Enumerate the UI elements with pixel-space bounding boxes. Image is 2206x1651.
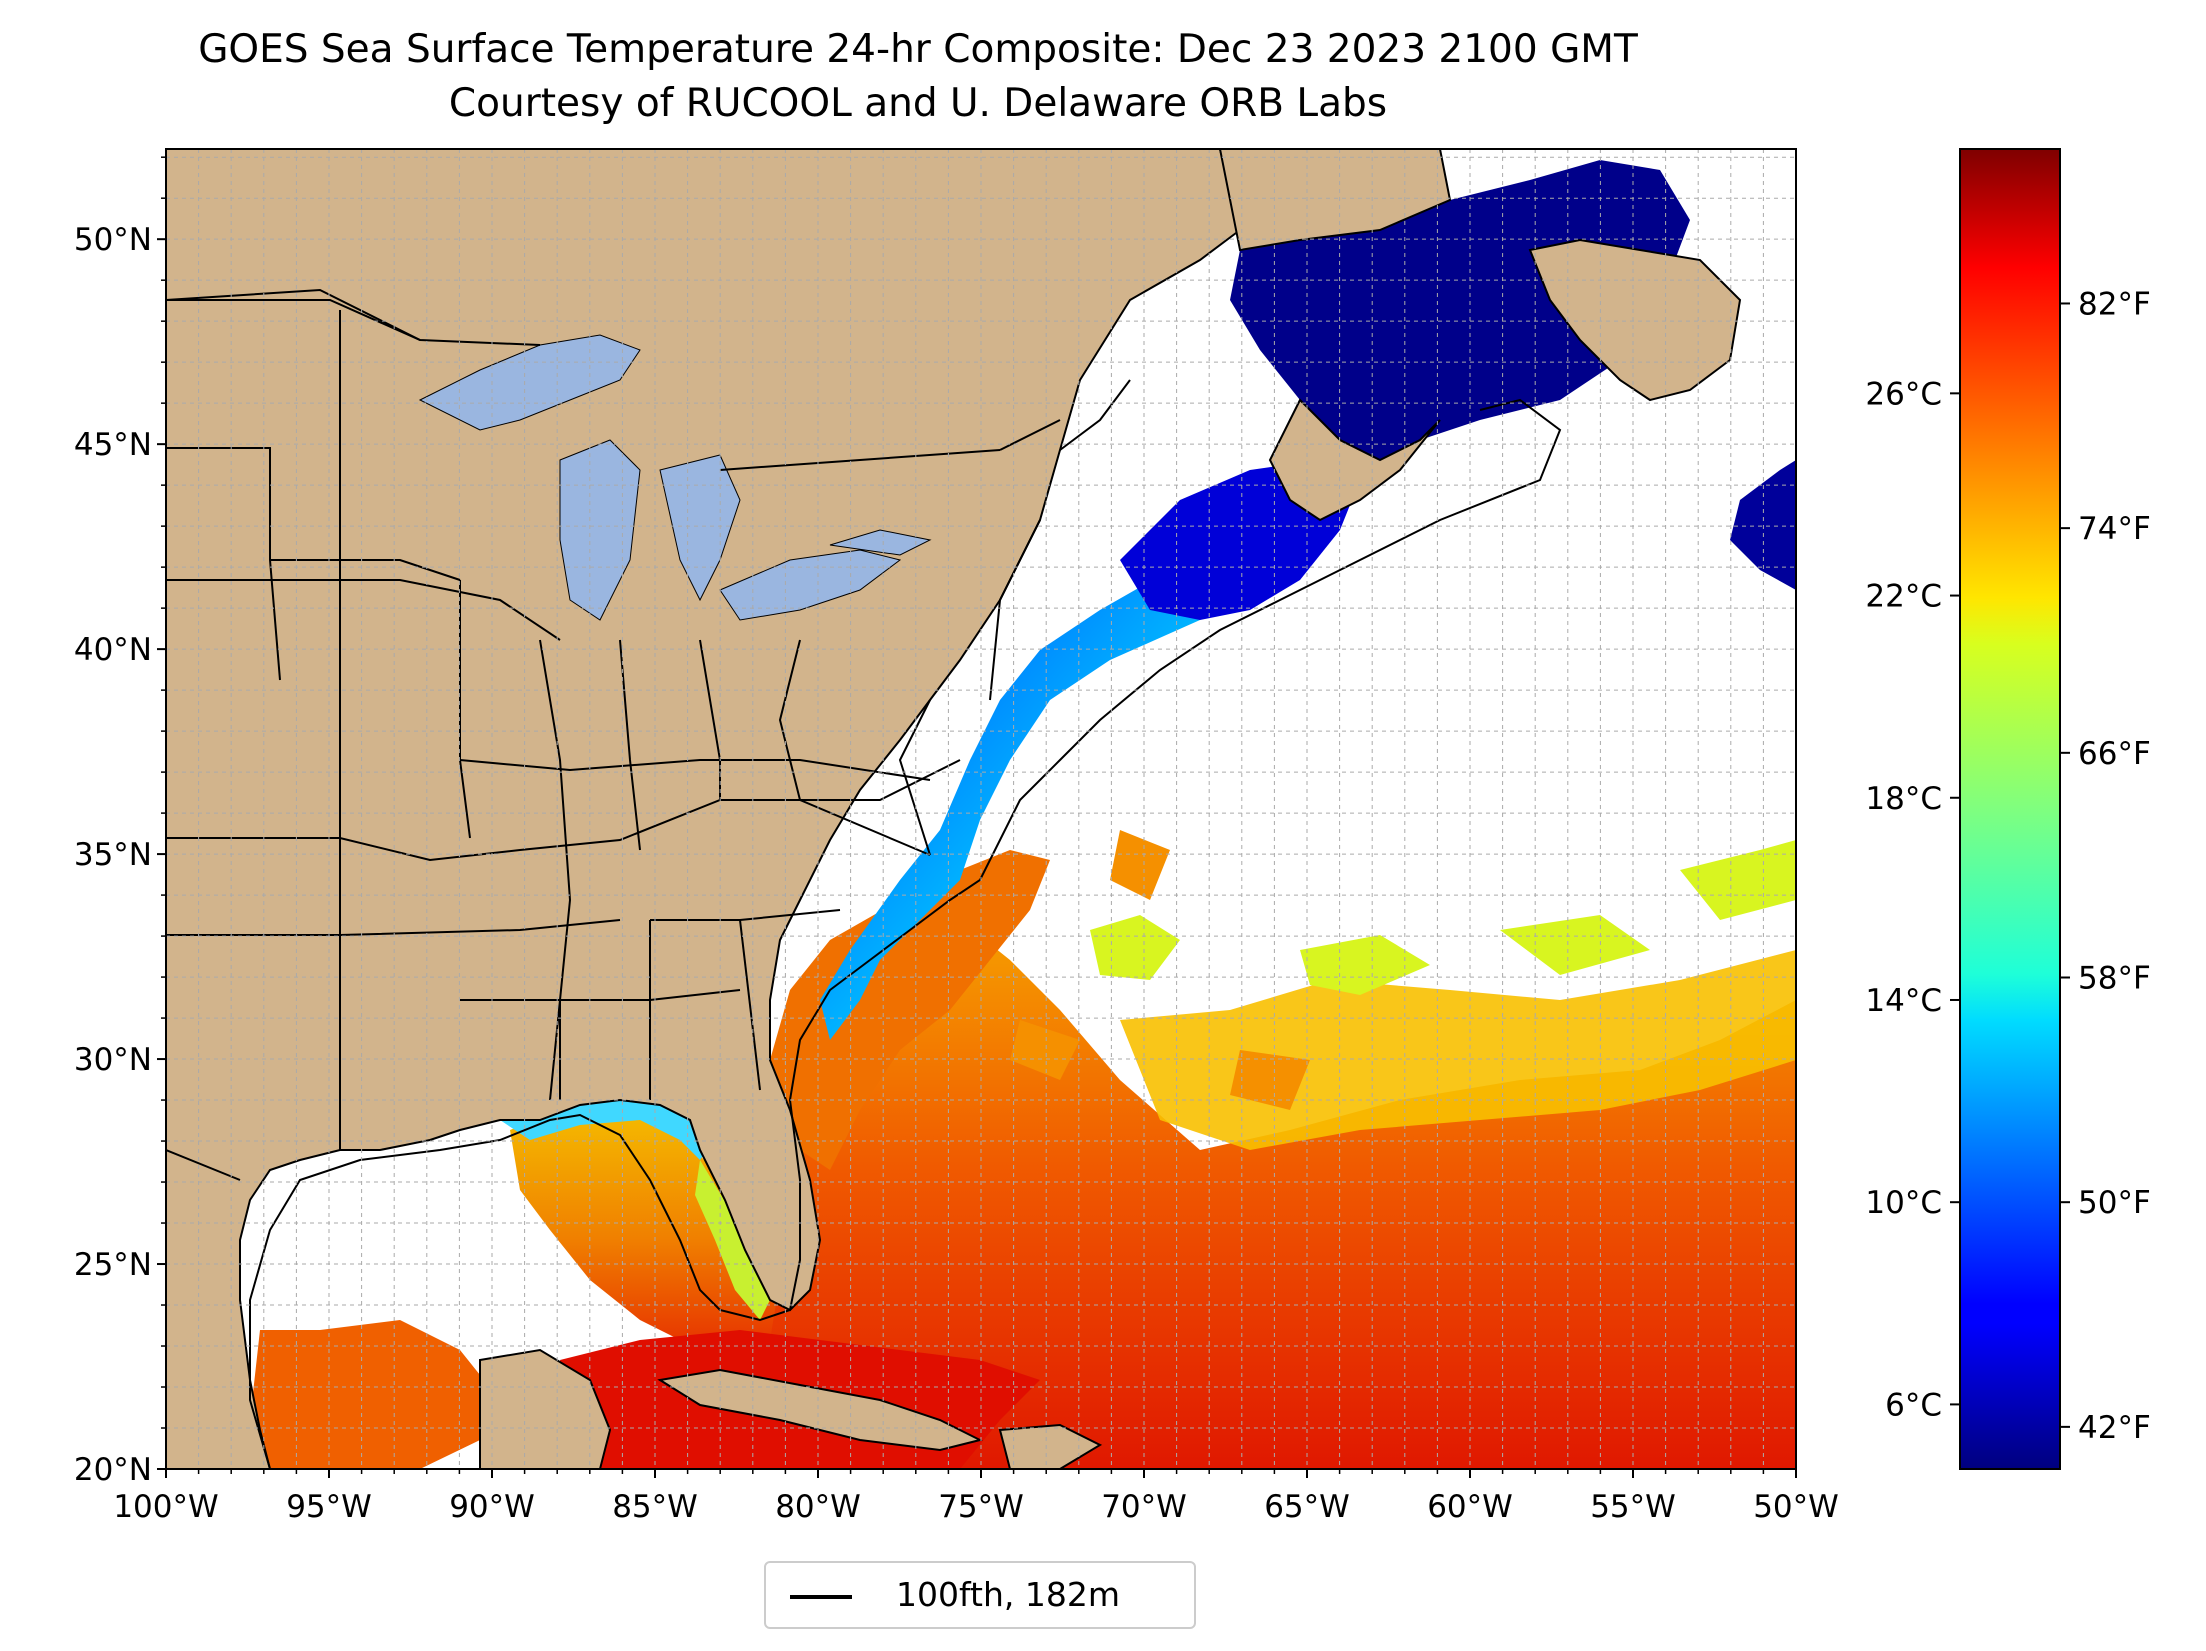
colorbar-c-tick-label: 26°C [1865, 376, 1942, 412]
lon-tick-label: 60°W [1427, 1489, 1513, 1525]
colorbar-c-tick-label: 10°C [1865, 1185, 1942, 1221]
colorbar-fahrenheit-ticks: 42°F 50°F 58°F 66°F 74°F 82°F [2060, 286, 2151, 1446]
colorbar-f-tick-label: 42°F [2078, 1410, 2151, 1446]
colorbar-f-tick-label: 82°F [2078, 286, 2151, 322]
graticule [166, 149, 1796, 1469]
legend: 100fth, 182m [764, 1561, 1196, 1629]
land-cuba [657, 1368, 983, 1452]
lon-tick-label: 80°W [775, 1489, 861, 1525]
state-borders [166, 288, 1131, 1181]
lat-tick-label: 35°N [74, 837, 152, 873]
colorbar-f-tick-label: 50°F [2078, 1185, 2151, 1221]
map-title: GOES Sea Surface Temperature 24-hr Compo… [198, 27, 1638, 72]
colorbar-c-tick-label: 18°C [1865, 781, 1942, 817]
colorbar-c-tick-label: 6°C [1885, 1387, 1942, 1423]
sst-green-yellow-patches [1090, 840, 1796, 995]
colorbar-f-tick-label: 66°F [2078, 736, 2151, 772]
lon-tick-label: 100°W [113, 1489, 218, 1525]
sst-west-gulf [250, 1320, 500, 1469]
sst-gulf-of-mexico [510, 1090, 780, 1360]
legend-label: 100fth, 182m [896, 1575, 1120, 1614]
colorbar-f-tick-label: 58°F [2078, 961, 2151, 997]
sst-orange-patches [1010, 830, 1310, 1110]
colorbar-c-tick-label: 22°C [1865, 579, 1942, 615]
sst-gulf-stream [770, 850, 1050, 1170]
map-subtitle: Courtesy of RUCOOL and U. Delaware ORB L… [448, 81, 1388, 126]
lon-tick-label: 85°W [612, 1489, 698, 1525]
land-yucatan [479, 1348, 612, 1469]
lon-tick-label: 50°W [1753, 1489, 1839, 1525]
lon-tick-label: 75°W [938, 1489, 1024, 1525]
lon-tick-label: 65°W [1264, 1489, 1350, 1525]
colorbar [1959, 148, 2061, 1470]
lat-tick-label: 40°N [74, 632, 152, 668]
lon-tick-label: 55°W [1590, 1489, 1676, 1525]
sst-florida-shelf-green [695, 1160, 770, 1320]
legend-isobath-line [790, 1595, 852, 1599]
lat-tick-label: 25°N [74, 1247, 152, 1283]
lat-tick-label: 20°N [74, 1452, 152, 1488]
lat-tick-label: 50°N [74, 222, 152, 258]
longitude-ticks: 100°W 95°W 90°W 85°W 80°W 75°W 70°W 65°W 60°W 55°… [113, 1469, 1839, 1525]
lon-tick-label: 70°W [1101, 1489, 1187, 1525]
lat-tick-label: 30°N [74, 1042, 152, 1078]
colorbar-c-tick-label: 14°C [1865, 983, 1942, 1019]
latitude-ticks: 20°N 25°N 30°N 35°N 40°N 45°N 50°N [74, 156, 166, 1488]
colorbar-f-tick-label: 74°F [2078, 511, 2151, 547]
colorbar-celsius-ticks: 6°C 10°C 14°C 18°C 22°C 26°C [1865, 376, 1960, 1423]
lon-tick-label: 95°W [286, 1489, 372, 1525]
land-canada-maritimes [1218, 149, 1452, 522]
lat-tick-label: 45°N [74, 427, 152, 463]
lon-tick-label: 90°W [449, 1489, 535, 1525]
land-hispaniola [998, 1423, 1103, 1469]
